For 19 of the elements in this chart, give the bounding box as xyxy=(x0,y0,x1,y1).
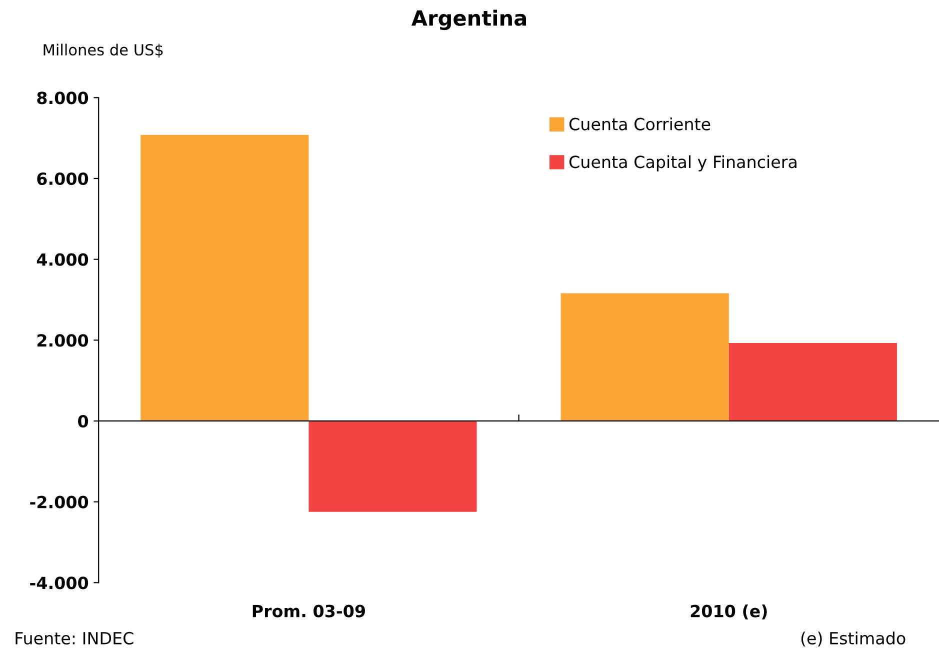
text: (e) Estimado xyxy=(801,632,906,646)
y-tick-label: 4.000 xyxy=(36,253,88,266)
y-tick-label: 8.000 xyxy=(37,92,88,104)
y-tick-label: -2.000 xyxy=(30,496,88,508)
y-tick-label: 2.000 xyxy=(37,334,88,347)
legend-label: Cuenta Capital y Financiera xyxy=(569,155,796,172)
x-tick-label: Prom. 03-09 xyxy=(252,604,365,618)
x-tick-label: 2010 (e) xyxy=(690,604,767,620)
bar xyxy=(140,134,309,421)
y-tick-label: 0 xyxy=(78,414,88,428)
bar xyxy=(308,420,477,512)
bar xyxy=(728,342,897,421)
chart-title: Argentina xyxy=(411,10,526,30)
source-note: Fuente: INDEC xyxy=(16,632,134,645)
legend-label: Cuenta Corriente xyxy=(569,118,710,130)
y-axis-title: Millones de US$ xyxy=(44,44,163,58)
y-tick-label: -4.000 xyxy=(30,576,88,590)
bar xyxy=(560,293,729,421)
y-tick-label: 6.000 xyxy=(37,172,88,186)
